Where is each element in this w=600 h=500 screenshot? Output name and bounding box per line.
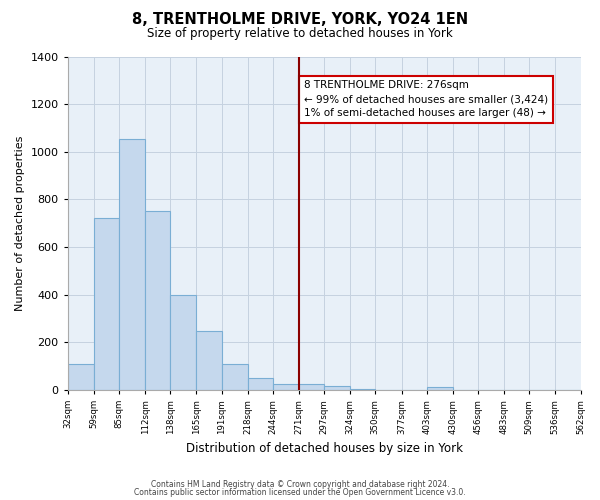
Bar (119, 138, 145, 390)
Y-axis label: Number of detached properties: Number of detached properties (15, 136, 25, 311)
Bar (170, 294, 196, 390)
Text: Contains HM Land Registry data © Crown copyright and database right 2024.: Contains HM Land Registry data © Crown c… (151, 480, 449, 489)
X-axis label: Distribution of detached houses by size in York: Distribution of detached houses by size … (185, 442, 463, 455)
Bar (427, 388, 453, 390)
Bar (68, 364, 94, 390)
Bar (248, 378, 273, 390)
Text: Contains public sector information licensed under the Open Government Licence v3: Contains public sector information licen… (134, 488, 466, 497)
Bar (299, 384, 324, 390)
Bar (350, 388, 376, 390)
Text: Size of property relative to detached houses in York: Size of property relative to detached ho… (147, 28, 453, 40)
Bar (273, 384, 299, 390)
Bar (196, 332, 221, 390)
Bar (94, 218, 119, 390)
Bar (324, 386, 350, 390)
Bar (145, 211, 170, 390)
Text: 8, TRENTHOLME DRIVE, YORK, YO24 1EN: 8, TRENTHOLME DRIVE, YORK, YO24 1EN (132, 12, 468, 28)
Text: 8 TRENTHOLME DRIVE: 276sqm
← 99% of detached houses are smaller (3,424)
1% of se: 8 TRENTHOLME DRIVE: 276sqm ← 99% of deta… (304, 80, 548, 118)
Bar (221, 364, 248, 390)
